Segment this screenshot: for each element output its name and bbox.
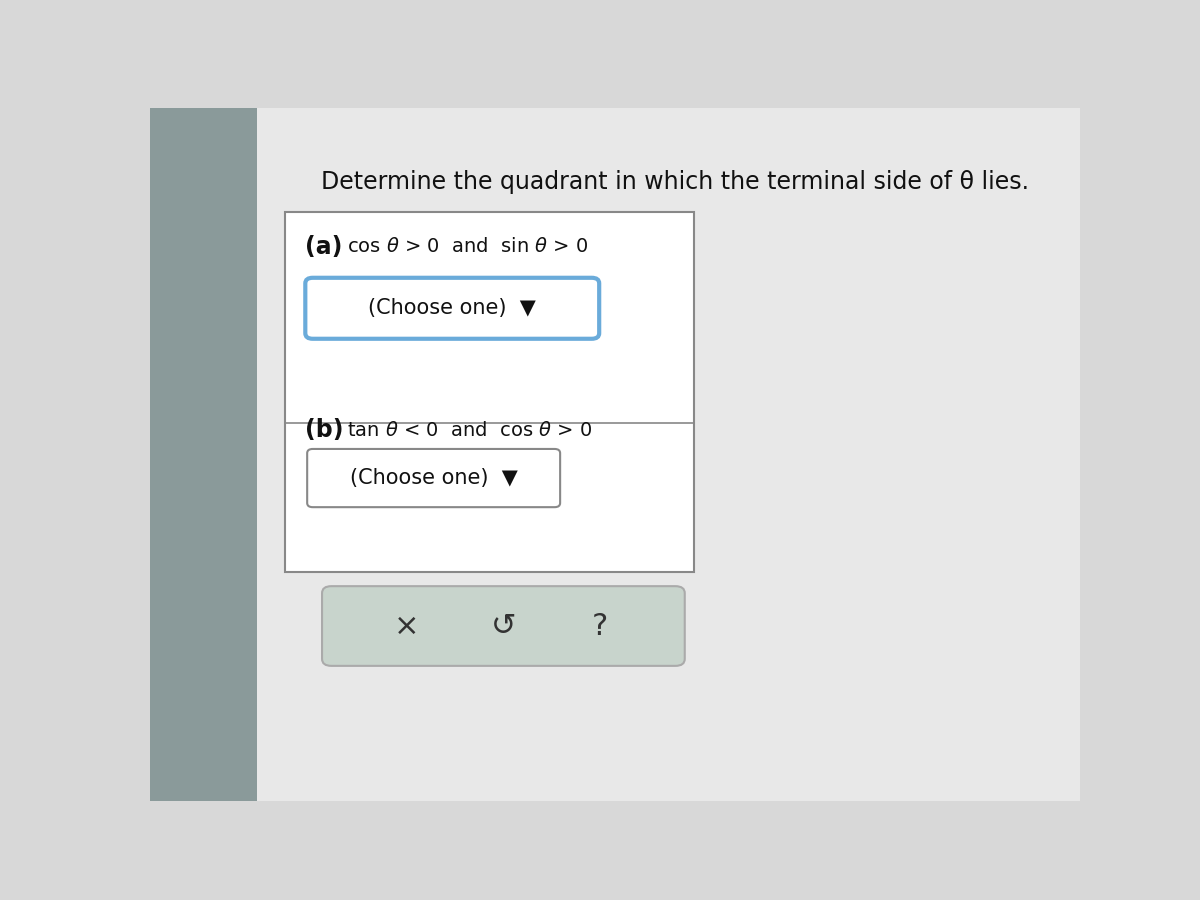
FancyBboxPatch shape xyxy=(150,108,257,801)
Text: ×: × xyxy=(395,611,420,641)
FancyBboxPatch shape xyxy=(257,108,1080,801)
Text: (Choose one)  ▼: (Choose one) ▼ xyxy=(368,298,536,319)
Text: tan $\theta$ < 0  and  cos $\theta$ > 0: tan $\theta$ < 0 and cos $\theta$ > 0 xyxy=(347,420,593,440)
FancyBboxPatch shape xyxy=(322,586,685,666)
FancyBboxPatch shape xyxy=(305,278,599,338)
FancyBboxPatch shape xyxy=(307,449,560,508)
Text: Determine the quadrant in which the terminal side of θ lies.: Determine the quadrant in which the term… xyxy=(322,170,1030,194)
Text: (b): (b) xyxy=(305,418,344,442)
Text: ?: ? xyxy=(592,611,608,641)
Text: (Choose one)  ▼: (Choose one) ▼ xyxy=(349,468,517,488)
Text: (a): (a) xyxy=(305,235,343,258)
Text: cos $\theta$ > 0  and  sin $\theta$ > 0: cos $\theta$ > 0 and sin $\theta$ > 0 xyxy=(347,237,588,256)
Text: ↺: ↺ xyxy=(491,611,516,641)
FancyBboxPatch shape xyxy=(284,212,694,572)
